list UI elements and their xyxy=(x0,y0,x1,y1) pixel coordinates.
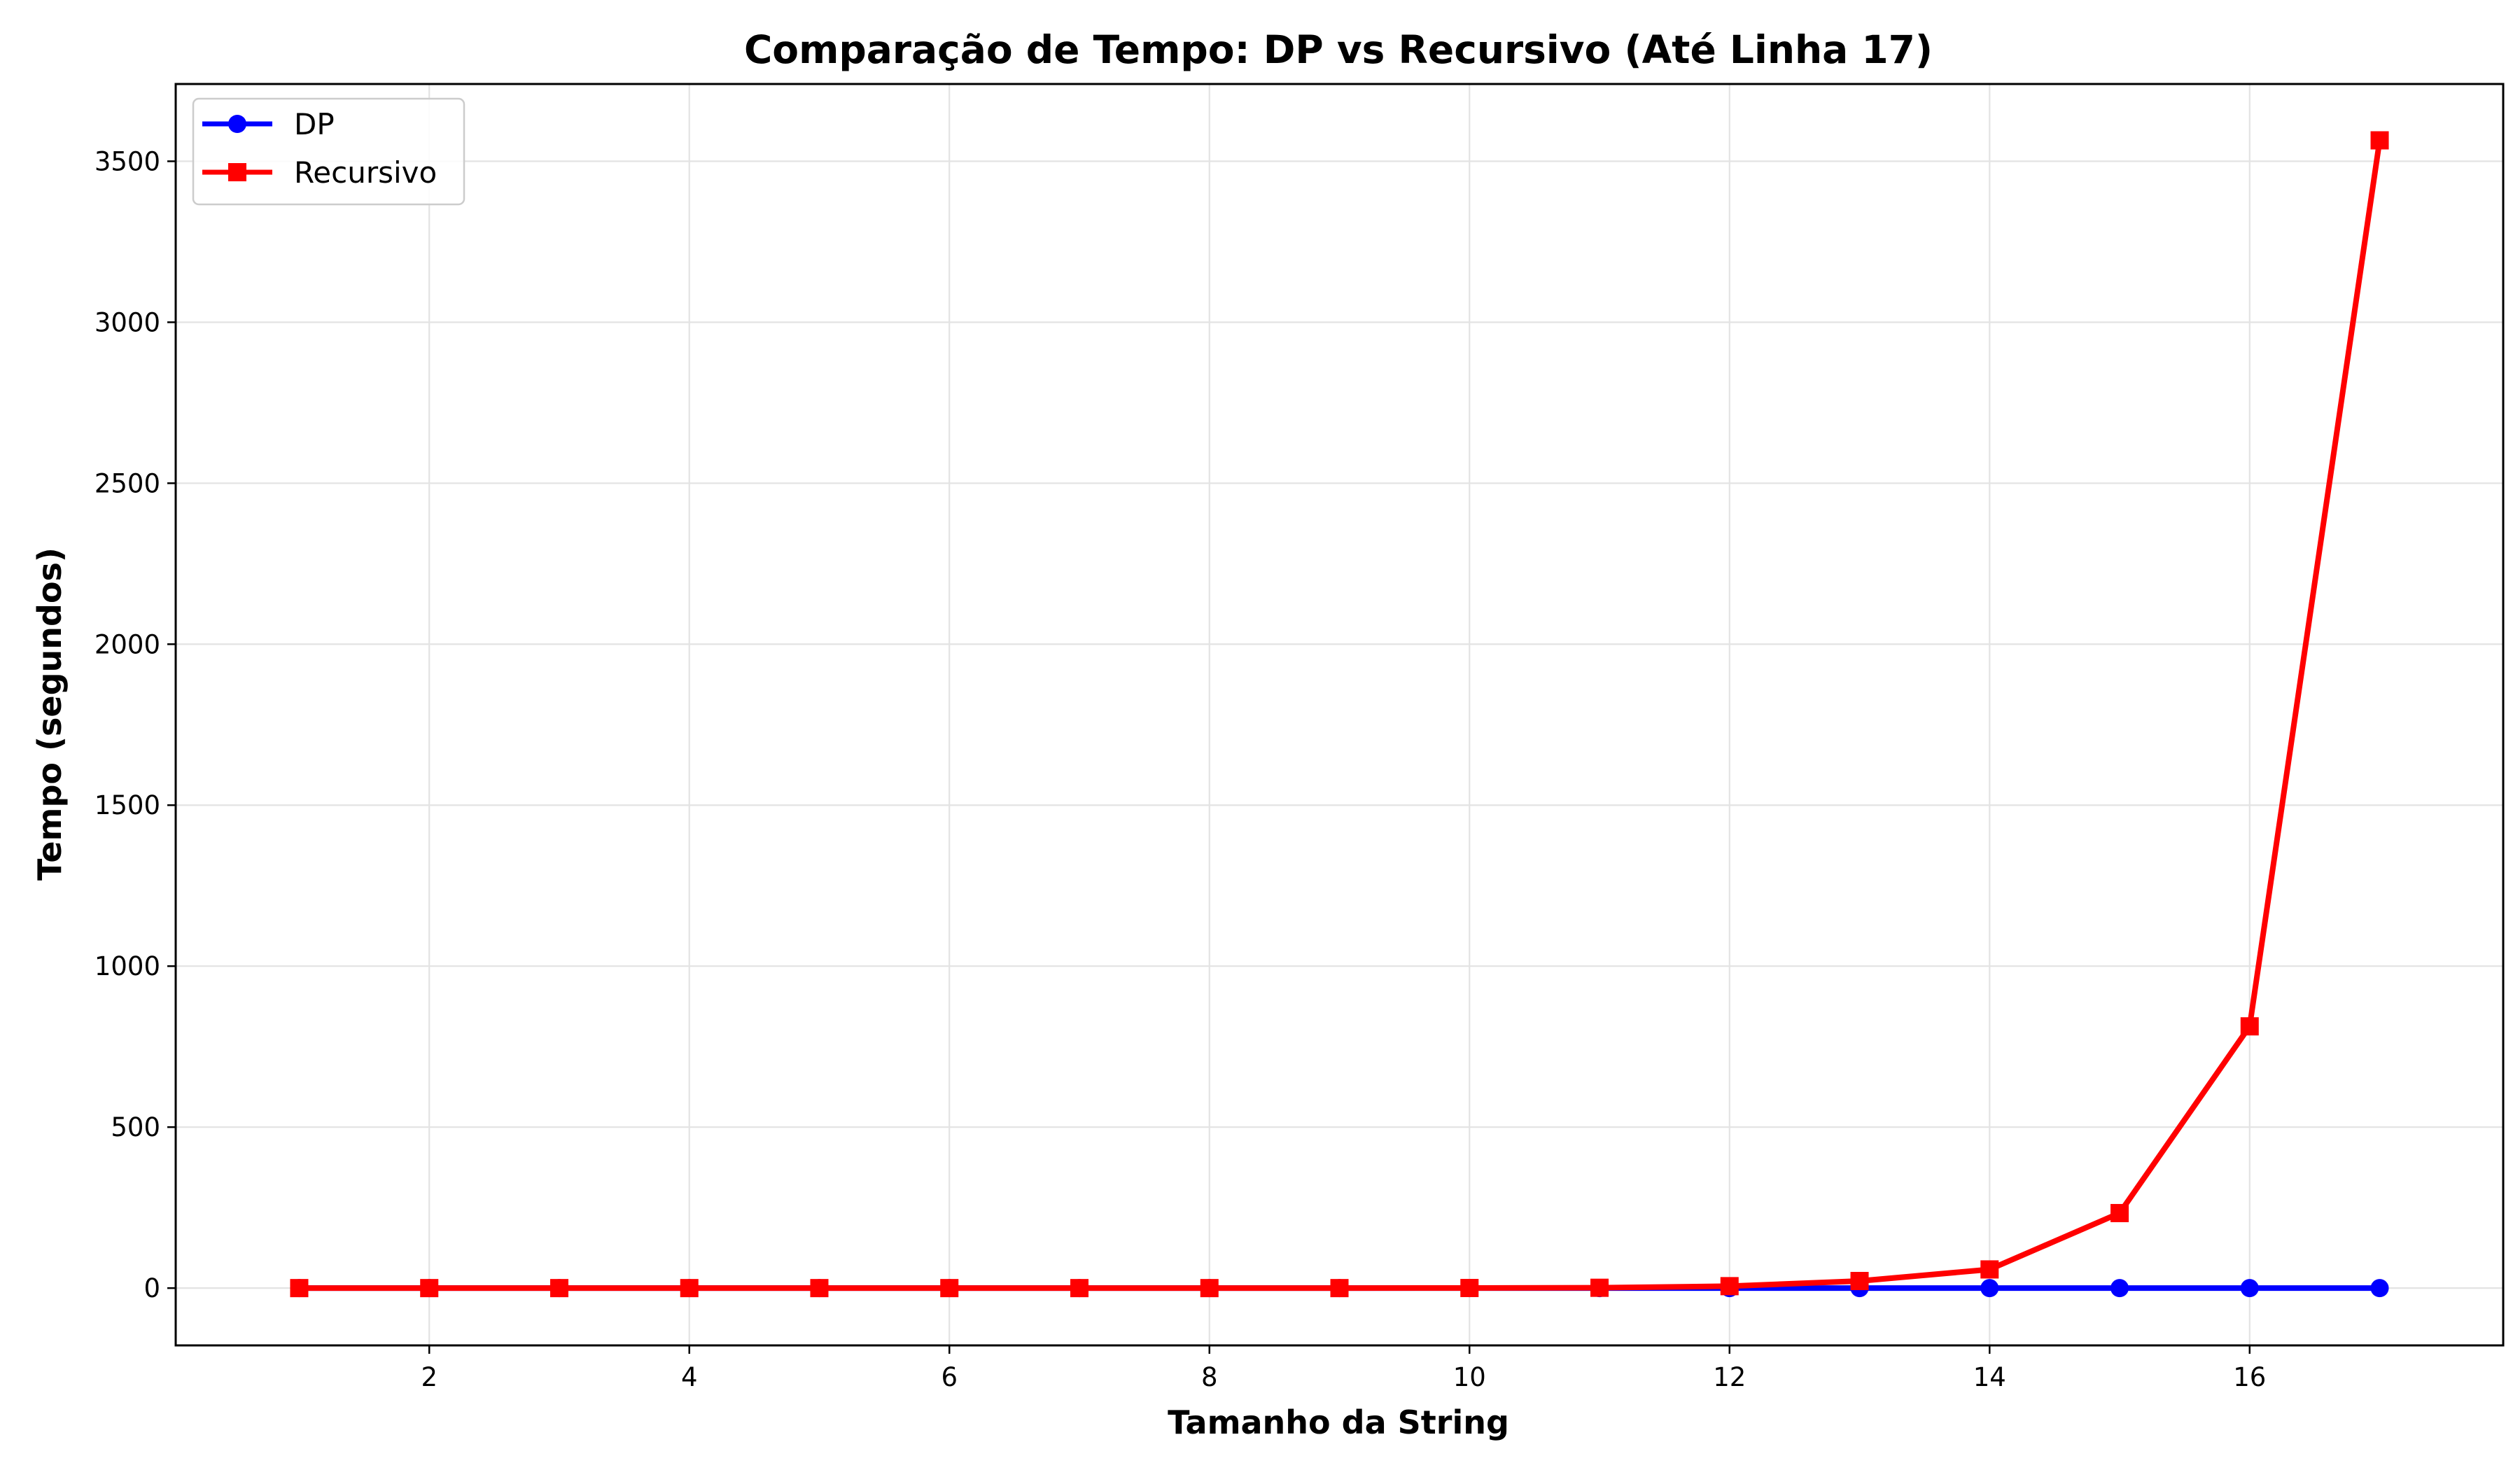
y-tick-label: 2000 xyxy=(94,629,160,659)
data-point-recursivo xyxy=(290,1279,309,1298)
y-tick-label: 2500 xyxy=(94,468,160,498)
data-point-recursivo xyxy=(2110,1203,2129,1222)
legend-dp-marker xyxy=(228,115,246,133)
data-point-recursivo xyxy=(810,1279,829,1298)
data-point-recursivo xyxy=(1330,1279,1349,1298)
data-point-recursivo xyxy=(1070,1279,1088,1298)
data-point-recursivo xyxy=(1850,1272,1869,1291)
plot-frame xyxy=(174,83,2505,1347)
x-tick-label: 14 xyxy=(1973,1362,2006,1392)
x-tick-label: 2 xyxy=(421,1362,438,1392)
x-tick-label: 4 xyxy=(681,1362,698,1392)
y-axis-title: Tempo (segundos) xyxy=(31,547,69,881)
data-point-recursivo xyxy=(1200,1279,1219,1298)
data-point-recursivo xyxy=(680,1279,699,1298)
x-tick-label: 12 xyxy=(1713,1362,1746,1392)
data-point-recursivo xyxy=(1590,1278,1609,1297)
x-tick-label: 16 xyxy=(2233,1362,2266,1392)
x-axis-title: Tamanho da String xyxy=(1168,1404,1509,1441)
y-tick-label: 500 xyxy=(111,1112,160,1142)
data-point-recursivo xyxy=(550,1279,568,1298)
x-tick-label: 8 xyxy=(1201,1362,1218,1392)
legend-dp-label: DP xyxy=(294,107,335,141)
y-tick-label: 3500 xyxy=(94,146,160,176)
x-tick-label: 6 xyxy=(941,1362,958,1392)
data-point-dp xyxy=(2370,1279,2389,1298)
data-point-dp xyxy=(2240,1279,2259,1298)
legend-recursivo-label: Recursivo xyxy=(294,155,437,190)
data-point-recursivo xyxy=(1980,1260,1999,1279)
legend-recursivo-marker xyxy=(228,163,246,181)
data-point-recursivo xyxy=(2370,131,2389,150)
data-point-dp xyxy=(1980,1279,1999,1298)
plot-area xyxy=(290,131,2389,1298)
chart-title: Comparação de Tempo: DP vs Recursivo (At… xyxy=(744,27,1933,72)
legend: DP Recursivo xyxy=(192,97,465,206)
series-recursivo xyxy=(290,131,2389,1298)
data-point-dp xyxy=(2110,1279,2129,1298)
data-point-recursivo xyxy=(940,1279,959,1298)
data-point-recursivo xyxy=(2240,1017,2259,1036)
y-tick-label: 1500 xyxy=(94,790,160,820)
data-point-recursivo xyxy=(420,1279,439,1298)
grid xyxy=(176,84,2503,1345)
data-point-recursivo xyxy=(1460,1278,1479,1297)
y-tick-label: 3000 xyxy=(94,307,160,337)
y-tick-label: 1000 xyxy=(94,951,160,981)
axis-ticks: 2 4 6 8 10 12 14 16 0 500 1000 1500 2000 2500 3000 3500 xyxy=(94,146,2266,1392)
y-tick-label: 0 xyxy=(144,1273,160,1303)
x-tick-label: 10 xyxy=(1453,1362,1486,1392)
data-point-recursivo xyxy=(1720,1277,1739,1296)
